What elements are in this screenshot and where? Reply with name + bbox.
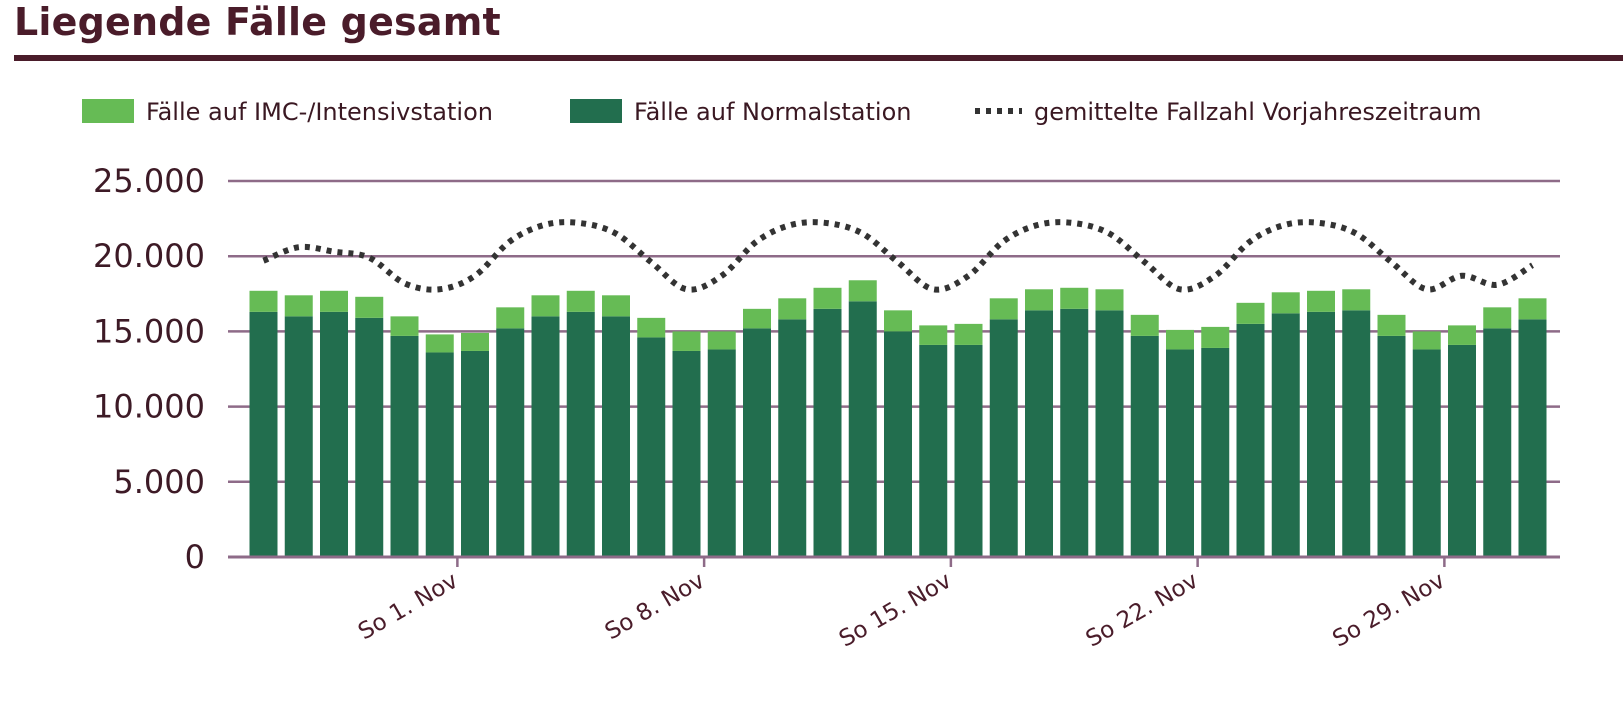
- bar-normal: [461, 350, 489, 557]
- bar-normal: [672, 350, 701, 557]
- bar-normal: [496, 328, 525, 557]
- bar-normal: [1201, 347, 1230, 557]
- bar-normal: [1377, 335, 1406, 557]
- bar-normal: [1060, 308, 1089, 557]
- bar-normal: [1342, 310, 1371, 557]
- x-tick-label: So 29. Nov: [1328, 568, 1449, 653]
- y-tick-label: 20.000: [93, 237, 205, 275]
- bar-imc: [390, 316, 419, 336]
- bar-normal: [743, 328, 771, 557]
- bar-normal: [1448, 344, 1476, 557]
- bar-imc: [249, 290, 278, 312]
- bar-normal: [778, 319, 807, 557]
- x-tick-label: So 8. Nov: [601, 568, 709, 646]
- bar-normal: [1271, 313, 1300, 557]
- x-tick-label: So 15. Nov: [835, 568, 956, 653]
- bar-normal: [637, 337, 666, 557]
- bar-normal: [390, 335, 419, 557]
- bar-normal: [813, 308, 842, 557]
- bar-normal: [566, 311, 595, 557]
- bar-imc: [1095, 289, 1124, 311]
- bar-imc: [672, 331, 701, 351]
- bar-normal: [1518, 319, 1547, 557]
- bar-normal: [1095, 310, 1124, 557]
- bar-imc: [496, 307, 525, 329]
- bar-imc: [954, 323, 983, 345]
- bar-normal: [1236, 323, 1265, 557]
- bar-imc: [1518, 298, 1547, 320]
- bar-imc: [1130, 314, 1159, 336]
- bar-imc: [989, 298, 1018, 320]
- x-axis: So 1. Nov So 8. Nov So 15. Nov So 22. Nov So…: [228, 555, 1560, 653]
- bar-imc: [461, 332, 489, 351]
- bar-imc: [1483, 307, 1512, 329]
- bar-imc: [320, 290, 348, 312]
- bar-imc: [1025, 289, 1053, 311]
- trend-line: [262, 219, 1535, 293]
- x-tick-label: So 1. Nov: [354, 568, 462, 646]
- y-tick-label: 0: [185, 538, 205, 576]
- bar-imc: [1271, 292, 1300, 314]
- bar-normal: [1166, 349, 1194, 557]
- y-tick-label: 15.000: [93, 312, 205, 350]
- bar-normal: [1307, 311, 1335, 557]
- bar-normal: [284, 316, 313, 557]
- bar-imc: [884, 310, 912, 332]
- bar-imc: [778, 298, 807, 320]
- bar-imc: [1412, 331, 1441, 350]
- bars: [249, 280, 1547, 557]
- legend-label-imc: Fälle auf IMC-/Intensivstation: [146, 98, 493, 126]
- bar-normal: [531, 316, 560, 557]
- bar-imc: [284, 295, 313, 317]
- bar-normal: [425, 352, 454, 557]
- bar-normal: [954, 344, 983, 557]
- bar-normal: [249, 311, 278, 557]
- bar-imc: [1342, 289, 1371, 311]
- legend-swatch-normal: [570, 99, 622, 123]
- bar-imc: [1201, 326, 1230, 348]
- bar-imc: [1060, 287, 1089, 309]
- bar-normal: [1412, 349, 1441, 557]
- bar-normal: [1025, 310, 1053, 557]
- bar-imc: [425, 334, 454, 353]
- page-title: Liegende Fälle gesamt: [14, 0, 501, 44]
- legend-label-line: gemittelte Fallzahl Vorjahreszeitraum: [1034, 98, 1481, 126]
- y-axis: 0 5.000 10.000 15.000 20.000 25.000: [93, 162, 205, 576]
- legend: Fälle auf IMC-/Intensivstation Fälle auf…: [82, 98, 1481, 126]
- bar-normal: [355, 317, 384, 557]
- bar-imc: [707, 331, 736, 350]
- bar-imc: [566, 290, 595, 312]
- bar-imc: [919, 325, 948, 345]
- bar-imc: [637, 317, 666, 338]
- legend-label-normal: Fälle auf Normalstation: [634, 98, 911, 126]
- bar-imc: [743, 308, 771, 329]
- y-tick-label: 25.000: [93, 162, 205, 200]
- bar-normal: [884, 331, 912, 557]
- bar-imc: [848, 280, 877, 302]
- bar-normal: [1130, 335, 1159, 557]
- bar-normal: [919, 344, 948, 557]
- title-rule: [14, 55, 1623, 61]
- bar-imc: [1236, 302, 1265, 324]
- bar-imc: [531, 295, 560, 317]
- bar-imc: [355, 296, 384, 318]
- bar-normal: [602, 316, 630, 557]
- bar-normal: [1483, 328, 1512, 557]
- bar-normal: [320, 311, 348, 557]
- y-tick-label: 10.000: [93, 388, 205, 426]
- y-tick-label: 5.000: [113, 463, 205, 501]
- bar-imc: [813, 287, 842, 309]
- legend-swatch-imc: [82, 99, 134, 123]
- bar-imc: [602, 295, 630, 317]
- bar-normal: [707, 349, 736, 557]
- x-tick-label: So 22. Nov: [1082, 568, 1203, 653]
- trend-line-path: [262, 219, 1535, 293]
- bar-imc: [1448, 325, 1476, 345]
- bar-normal: [848, 301, 877, 557]
- bar-imc: [1166, 329, 1194, 350]
- bar-imc: [1377, 314, 1406, 336]
- bar-imc: [1307, 290, 1335, 312]
- bar-normal: [989, 319, 1018, 557]
